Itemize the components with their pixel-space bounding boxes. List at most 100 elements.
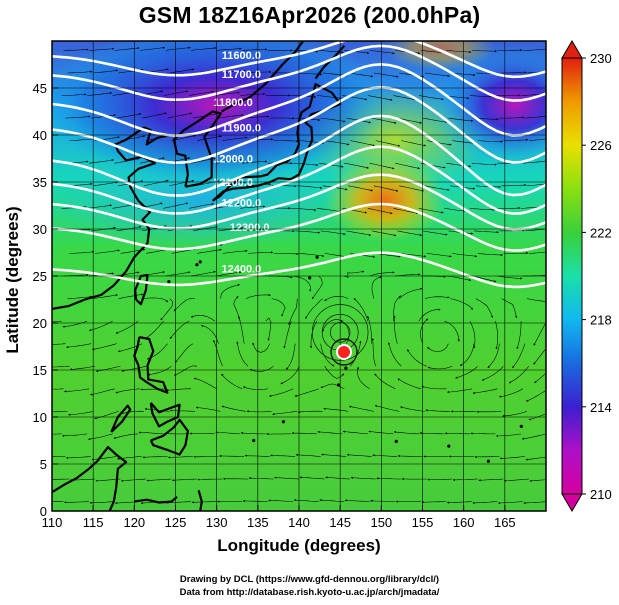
x-tick-label: 165	[494, 515, 516, 530]
streamline-arrow	[371, 117, 397, 124]
streamline-arrow	[444, 432, 470, 435]
streamline-arrow	[393, 430, 419, 435]
streamline-arrow	[64, 501, 90, 504]
streamline-arrow	[397, 117, 422, 124]
streamline-arrow	[147, 365, 172, 376]
streamline-arrow	[452, 478, 478, 481]
streamline-arrow	[272, 411, 298, 416]
streamline-arrow	[189, 90, 214, 96]
streamline-arrow	[533, 348, 546, 365]
streamline-arrow	[69, 137, 95, 141]
coastline	[110, 404, 132, 433]
streamline-arrow	[273, 252, 299, 256]
plot-area: 11600.0 11700.0 11800.0 11900.0 12000.0 12100…	[52, 41, 546, 511]
streamline-arrow	[191, 46, 217, 51]
contour-label: 12200.0	[221, 198, 261, 210]
streamline-arrow	[325, 476, 351, 480]
streamline-arrow	[499, 116, 525, 119]
streamline-arrow	[502, 411, 527, 418]
streamline-arrow	[399, 185, 424, 192]
streamline-arrow	[487, 343, 500, 369]
streamline-arrow	[525, 390, 546, 402]
streamline-arrow	[66, 456, 92, 459]
x-tick-label: 115	[83, 515, 104, 530]
streamline-arrow	[427, 343, 449, 352]
streamline-arrow	[368, 430, 394, 435]
streamline-arrow	[242, 48, 268, 51]
streamline-arrow	[418, 308, 441, 322]
streamline-arrow	[197, 135, 222, 141]
streamline-arrow	[320, 230, 346, 236]
streamline-arrow	[481, 366, 504, 381]
streamline-arrow	[346, 230, 372, 236]
streamline-arrow	[169, 68, 195, 74]
streamline-arrow	[450, 298, 473, 310]
streamline-arrow	[426, 253, 452, 258]
streamline-arrow	[469, 208, 495, 211]
streamline-arrow	[534, 372, 546, 384]
x-tick-label: 125	[165, 515, 187, 530]
island	[198, 260, 202, 264]
streamline-arrow	[499, 388, 524, 398]
streamline-arrow	[370, 499, 396, 502]
streamline-arrow	[395, 273, 421, 277]
streamline-arrow	[242, 499, 268, 503]
streamline-arrow	[291, 208, 317, 212]
colorbar-tick-label: 222	[590, 225, 612, 240]
streamline-arrow	[323, 407, 349, 412]
streamline-arrow	[529, 479, 546, 482]
streamline-arrow	[521, 433, 546, 440]
colorbar-tick-label: 210	[590, 487, 612, 502]
streamline-arrow	[191, 270, 216, 277]
streamline-arrow	[244, 228, 270, 232]
streamline-arrow	[92, 343, 117, 351]
island	[195, 263, 199, 267]
streamline-arrow	[374, 404, 400, 412]
y-axis: 0 5 10 15 20 25 30 35 40 45	[33, 81, 58, 519]
streamline-arrow	[356, 366, 370, 390]
streamline-arrow	[508, 366, 530, 384]
streamline-arrow	[400, 406, 425, 412]
island	[486, 459, 490, 463]
streamline-arrow	[293, 162, 319, 167]
streamline-arrow	[222, 136, 248, 141]
streamline-arrow	[191, 501, 217, 504]
streamline-arrow	[397, 378, 421, 390]
streamline-arrow	[418, 208, 444, 214]
streamline-arrow	[388, 342, 402, 367]
streamline-arrow	[218, 114, 244, 119]
streamline-arrow	[70, 365, 96, 371]
streamline-arrow	[164, 432, 190, 435]
cyclone-marker	[330, 338, 358, 366]
island	[394, 439, 398, 443]
streamline-arrow	[475, 298, 494, 319]
streamline-arrow	[469, 95, 495, 98]
streamline-arrow	[367, 95, 393, 101]
streamline-arrow	[528, 413, 546, 421]
streamline-arrow	[495, 321, 498, 350]
y-tick-label: 0	[40, 504, 47, 519]
contour-label: 11700.0	[222, 69, 261, 81]
colorbar-tick-label: 218	[590, 313, 612, 328]
streamline-arrow	[222, 249, 248, 254]
y-tick-label: 25	[33, 269, 47, 284]
streamline-arrow	[52, 365, 70, 368]
contour-label: 11600.0	[222, 50, 261, 62]
contour-label: 11800.0	[214, 97, 253, 109]
streamline-arrow	[393, 295, 401, 322]
streamline-arrow	[283, 321, 292, 349]
contour-label: 12100.0	[213, 177, 253, 189]
streamline-arrow	[67, 295, 93, 299]
streamline-arrow	[52, 320, 62, 323]
streamline-arrow	[393, 95, 419, 101]
streamline-arrow	[221, 373, 243, 390]
x-tick-label: 135	[247, 515, 269, 530]
streamline-arrow	[293, 275, 312, 292]
streamline-arrow	[265, 317, 272, 341]
streamline-arrow	[286, 343, 296, 370]
streamline-arrow	[499, 229, 525, 232]
streamline-arrow	[348, 185, 373, 192]
streamline-arrow	[63, 48, 89, 51]
x-axis-label: Longitude (degrees)	[217, 536, 381, 555]
colorbar-tick-label: 214	[590, 400, 612, 415]
